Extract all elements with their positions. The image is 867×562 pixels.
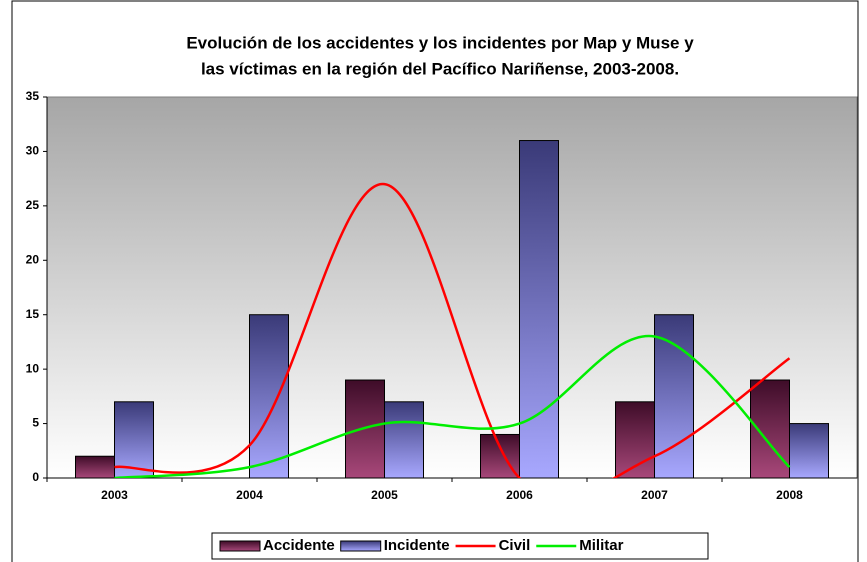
legend-label: Accidente	[263, 537, 335, 554]
bar	[249, 314, 289, 479]
x-tick-label: 2005	[371, 488, 398, 502]
y-tick-label: 35	[26, 89, 40, 103]
y-tick-label: 15	[26, 307, 40, 321]
legend-swatch	[340, 540, 382, 552]
y-tick-label: 20	[26, 252, 40, 266]
bar	[384, 401, 424, 479]
legend-label: Civil	[499, 537, 531, 554]
bar	[75, 455, 115, 479]
y-tick-label: 25	[26, 198, 40, 212]
y-tick-label: 0	[32, 470, 39, 484]
y-tick-label: 5	[32, 416, 39, 430]
y-tick-label: 10	[26, 361, 40, 375]
lines	[114, 182, 791, 478]
legend-label: Incidente	[384, 537, 450, 554]
x-tick-label: 2007	[641, 488, 668, 502]
line	[114, 334, 791, 478]
bar	[519, 140, 559, 479]
bar	[114, 401, 154, 479]
bar	[789, 423, 829, 479]
line	[114, 182, 791, 478]
y-tick-label: 30	[26, 144, 40, 158]
x-tick-label: 2008	[776, 488, 803, 502]
chart-title: las víctimas en la región del Pacífico N…	[201, 59, 679, 78]
legend-swatch	[219, 540, 261, 552]
chart-title: Evolución de los accidentes y los incide…	[186, 33, 694, 52]
x-tick-label: 2004	[236, 488, 263, 502]
x-tick-label: 2006	[506, 488, 533, 502]
plot-area	[46, 96, 858, 479]
bar	[654, 314, 694, 479]
legend-label: Militar	[579, 537, 623, 554]
x-tick-label: 2003	[101, 488, 128, 502]
